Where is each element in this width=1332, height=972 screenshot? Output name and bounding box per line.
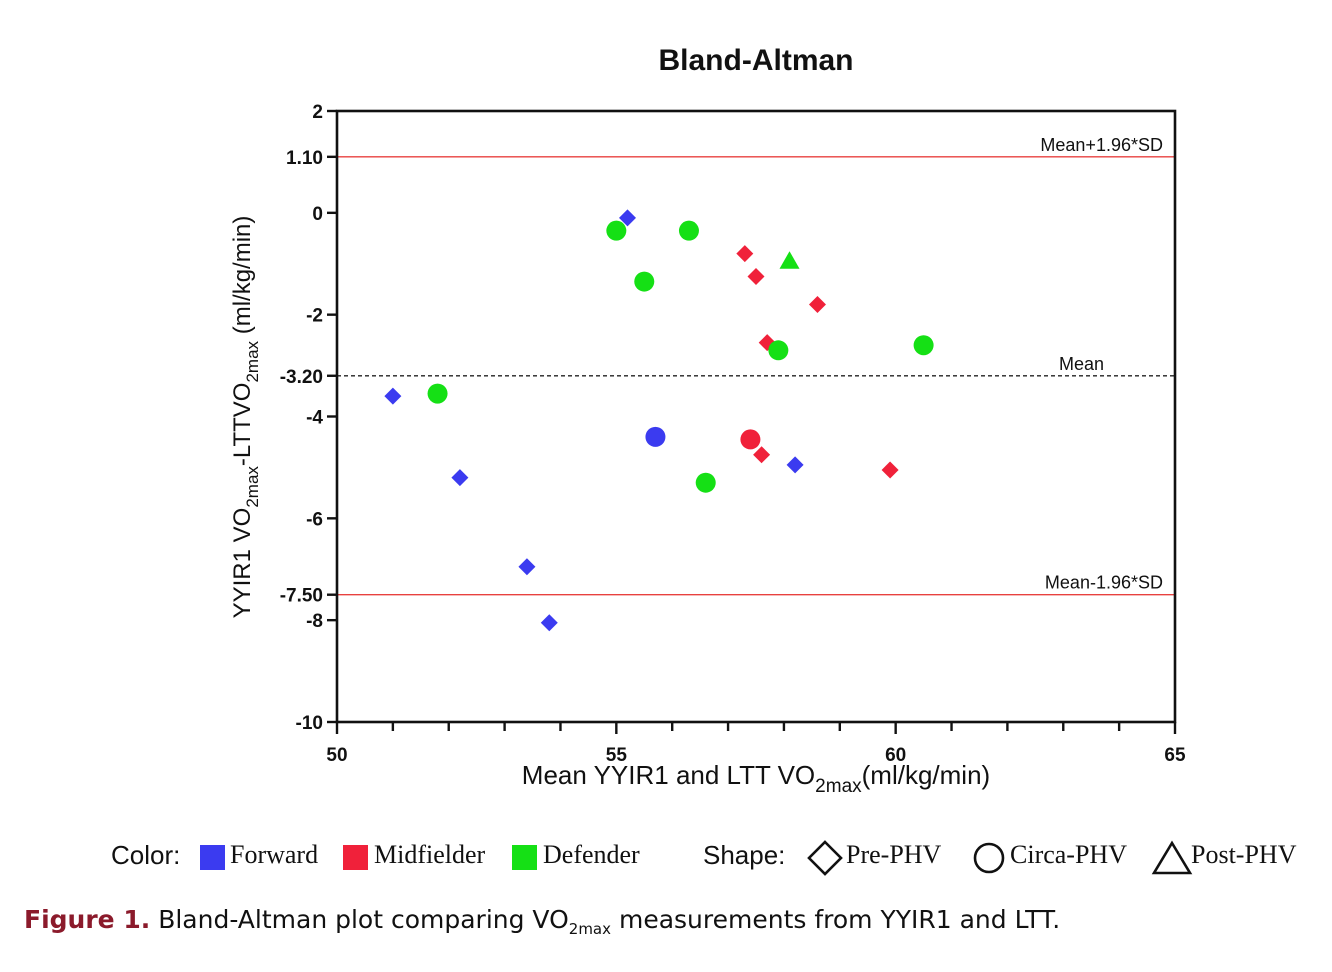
legend-forward-swatch bbox=[200, 845, 225, 870]
point-forward-diamond bbox=[786, 456, 804, 474]
legend-defender-label: Defender bbox=[543, 840, 640, 869]
y-tick-label: -3.20 bbox=[280, 367, 323, 388]
point-defender-circle bbox=[634, 271, 655, 292]
circle-outline-icon bbox=[973, 842, 1005, 874]
y-tick-label: -6 bbox=[306, 509, 323, 530]
x-tick-label: 60 bbox=[885, 745, 906, 766]
point-defender-circle bbox=[695, 472, 716, 493]
point-forward-diamond bbox=[451, 469, 469, 487]
legend-shape-label: Shape: bbox=[703, 840, 786, 870]
point-forward-diamond bbox=[518, 558, 536, 576]
legend-color-label: Color: bbox=[111, 840, 181, 870]
y-tick-label: -8 bbox=[306, 611, 323, 632]
point-defender-circle bbox=[678, 220, 699, 241]
y-tick-label: -4 bbox=[306, 408, 323, 429]
point-forward-circle bbox=[645, 426, 666, 447]
bland-altman-chart: Bland-Altman Mean+1.96*SD Mean Mean-1.96*S… bbox=[229, 44, 1186, 797]
x-axis-label: Mean YYIR1 and LTT VO2max(ml/kg/min) bbox=[522, 760, 990, 797]
legend: Color: Forward Midfielder Defender Shape… bbox=[0, 836, 1332, 880]
point-forward-diamond bbox=[619, 209, 637, 227]
legend-midfielder-swatch bbox=[343, 845, 368, 870]
point-defender-triangle bbox=[779, 251, 800, 269]
point-defender-circle bbox=[606, 220, 627, 241]
y-tick-label: -2 bbox=[306, 306, 323, 327]
caption-text-sub: 2max bbox=[568, 920, 612, 938]
point-forward-diamond bbox=[540, 614, 558, 632]
point-midfielder-circle bbox=[740, 429, 761, 450]
triangle-outline-icon bbox=[1151, 840, 1193, 875]
point-defender-circle bbox=[427, 383, 448, 404]
point-midfielder-diamond bbox=[808, 295, 826, 313]
figure-caption: Figure 1. Bland-Altman plot comparing VO… bbox=[24, 905, 1060, 938]
point-midfielder-diamond bbox=[747, 267, 765, 285]
point-defender-circle bbox=[913, 335, 934, 356]
point-midfielder-diamond bbox=[736, 245, 754, 263]
legend-defender-swatch bbox=[512, 845, 537, 870]
caption-text-post: measurements from YYIR1 and LTT. bbox=[611, 905, 1061, 934]
point-midfielder-diamond bbox=[753, 446, 771, 464]
y-tick-label: -7.50 bbox=[280, 586, 323, 607]
x-tick-label: 50 bbox=[326, 745, 347, 766]
figure-label: Figure 1. bbox=[24, 905, 151, 934]
upper-loa-label: Mean+1.96*SD bbox=[1040, 135, 1163, 155]
diamond-outline-icon bbox=[807, 840, 843, 876]
mean-label: Mean bbox=[1059, 354, 1104, 374]
legend-forward-label: Forward bbox=[230, 840, 319, 869]
y-axis-label: YYIR1 VO2max-LTTVO2max (ml/kg/min) bbox=[229, 216, 262, 619]
legend-pre-phv-label: Pre-PHV bbox=[846, 840, 942, 869]
point-forward-diamond bbox=[384, 387, 402, 405]
y-tick-label: 0 bbox=[312, 204, 323, 225]
plot-frame bbox=[335, 109, 1177, 724]
x-tick-label: 65 bbox=[1164, 745, 1186, 766]
legend-midfielder-label: Midfielder bbox=[374, 840, 486, 869]
lower-loa-label: Mean-1.96*SD bbox=[1045, 573, 1163, 593]
point-defender-circle bbox=[768, 340, 789, 361]
legend-circa-phv-label: Circa-PHV bbox=[1010, 840, 1127, 869]
point-midfielder-diamond bbox=[881, 461, 899, 479]
caption-text-pre: Bland-Altman plot comparing VO bbox=[158, 905, 569, 934]
x-tick-label: 55 bbox=[606, 745, 628, 766]
y-tick-label: -10 bbox=[296, 713, 323, 734]
legend-post-phv-label: Post-PHV bbox=[1191, 840, 1297, 869]
chart-title: Bland-Altman bbox=[659, 44, 854, 77]
y-tick-label: 2 bbox=[312, 102, 323, 123]
y-tick-label: 1.10 bbox=[286, 148, 323, 169]
